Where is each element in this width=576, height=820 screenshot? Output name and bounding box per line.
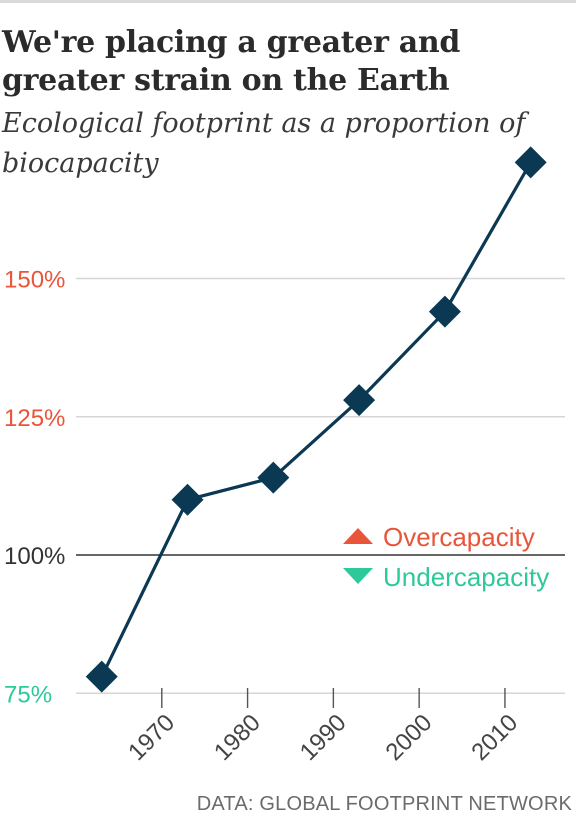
series-line <box>100 161 533 678</box>
data-point-marker <box>171 483 204 516</box>
top-rule <box>0 0 576 3</box>
x-tick-label: 1990 <box>295 709 352 766</box>
overcapacity-triangle-icon <box>343 528 373 544</box>
data-point-marker <box>514 146 547 179</box>
data-point-marker <box>428 295 461 328</box>
y-tick-label: 125% <box>4 405 65 432</box>
x-tick-label: 1980 <box>209 709 266 766</box>
y-tick-label: 75% <box>4 681 52 708</box>
source-note: DATA: GLOBAL FOOTPRINT NETWORK <box>196 793 572 815</box>
chart-title: We're placing a greater and greater stra… <box>2 25 461 98</box>
y-tick-label: 150% <box>4 267 65 294</box>
data-point-marker <box>257 461 290 494</box>
y-tick-label: 100% <box>4 543 65 570</box>
legend-label: Undercapacity <box>383 562 549 592</box>
data-point-marker <box>343 384 376 417</box>
chart-subtitle: Ecological footprint as a proportion of … <box>2 108 526 179</box>
data-point-marker <box>85 660 118 693</box>
legend-label: Overcapacity <box>383 522 535 552</box>
x-tick-label: 2000 <box>381 709 438 766</box>
x-tick-label: 2010 <box>466 709 523 766</box>
undercapacity-triangle-icon <box>343 568 373 584</box>
x-tick-label: 1970 <box>123 709 180 766</box>
